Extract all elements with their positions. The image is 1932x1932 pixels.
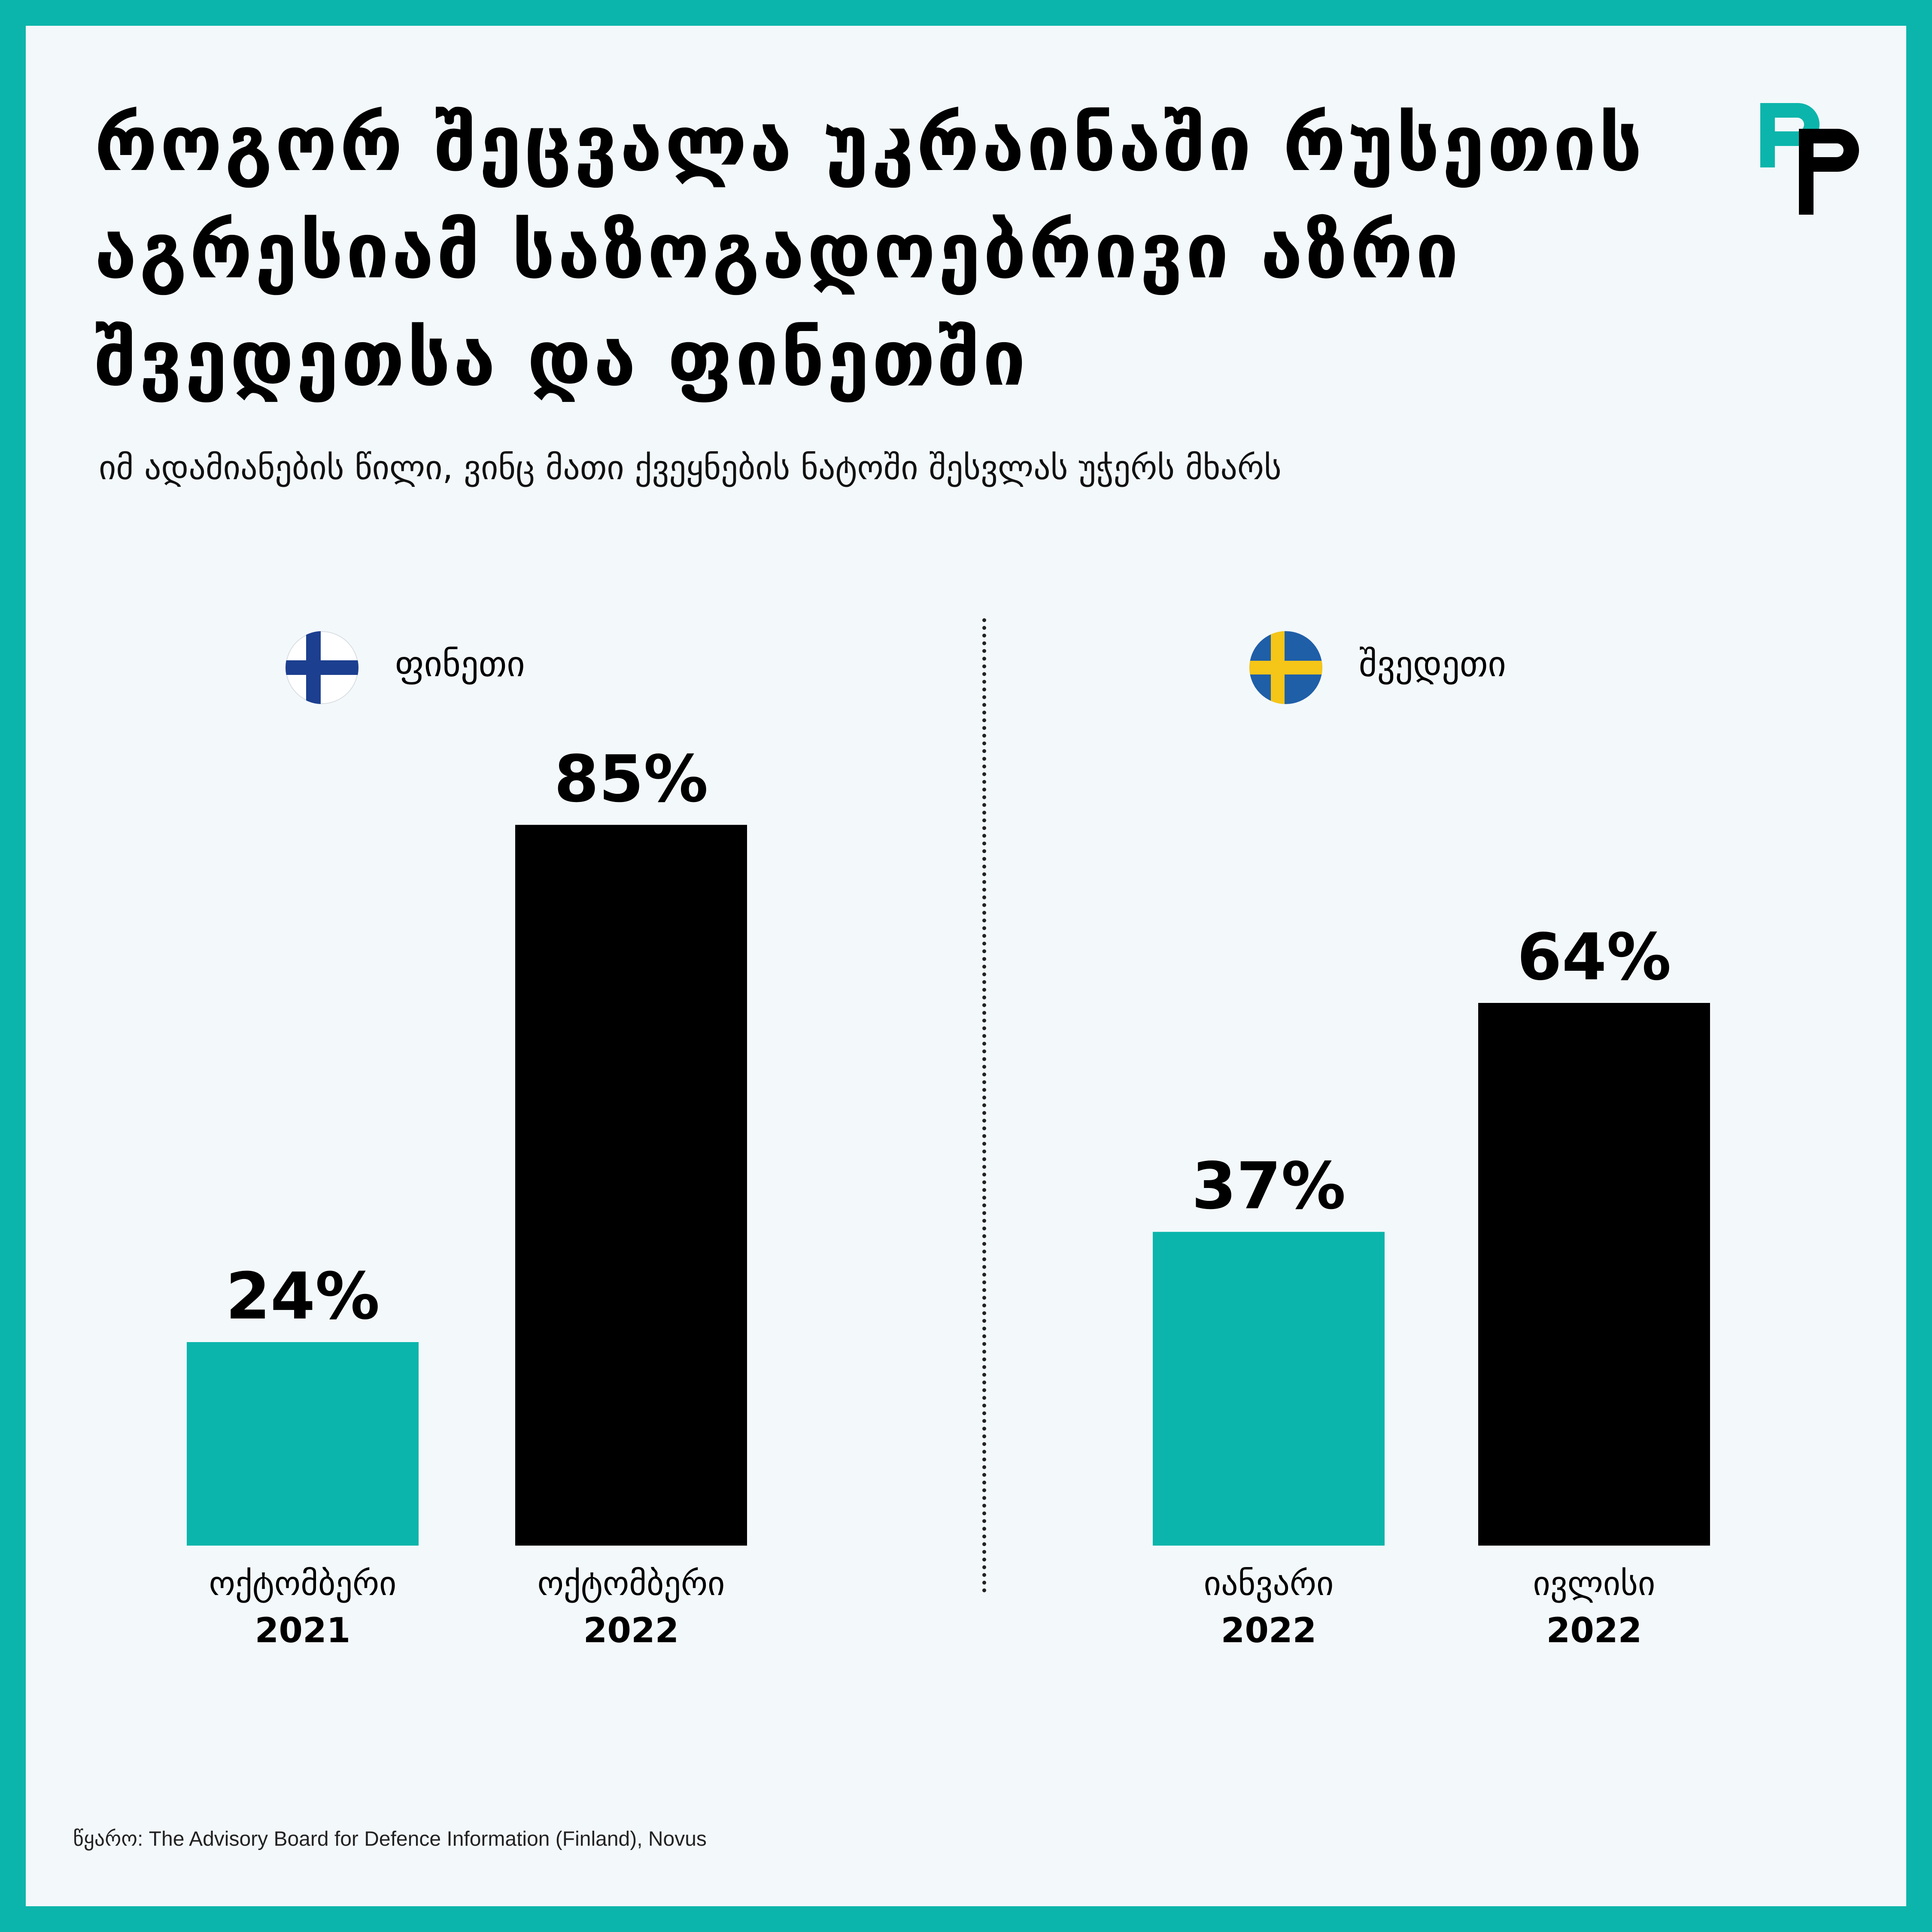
country-label-sweden: შვედეთი	[1359, 644, 1506, 685]
bar-0-0	[187, 1342, 419, 1546]
data-label-1-0: 37%	[1191, 1149, 1346, 1224]
brand-logo	[1760, 103, 1859, 215]
title-line-3: შვედეთსა და ფინეთში	[94, 314, 1028, 403]
bar-0-1	[515, 825, 747, 1546]
tick-label-year-1-1: 2022	[1546, 1610, 1642, 1650]
sweden-flag-icon	[1249, 631, 1322, 704]
tick-label-year-1-0: 2022	[1221, 1610, 1317, 1650]
data-label-0-0: 24%	[225, 1259, 380, 1334]
chart-subtitle: იმ ადამიანების წილი, ვინც მათი ქვეყნების…	[99, 449, 1282, 487]
title-line-2: აგრესიამ საზოგადოებრივი აზრი	[94, 207, 1461, 295]
data-label-1-1: 64%	[1517, 920, 1671, 995]
section-divider	[982, 618, 986, 1593]
tick-label-month-1-1: ივლისი	[1533, 1564, 1656, 1603]
page-title: როგორ შეცვალა უკრაინაში რუსეთის აგრესიამ…	[94, 90, 1683, 412]
tick-label-year-0-1: 2022	[583, 1610, 679, 1650]
infographic-frame: როგორ შეცვალა უკრაინაში რუსეთის აგრესიამ…	[26, 26, 1906, 1906]
tick-label-year-0-0: 2021	[255, 1610, 351, 1650]
finland-flag-icon	[286, 631, 358, 704]
title-line-1: როგორ შეცვალა უკრაინაში რუსეთის	[94, 99, 1645, 188]
bar-1-1	[1478, 1003, 1710, 1546]
country-label-finland: ფინეთი	[395, 644, 525, 685]
bar-charts: 24% ოქტომბერი 2021 85% ოქტომბერი 2022 37% იანვა…	[187, 742, 1710, 1650]
tick-label-month-0-1: ოქტომბერი	[538, 1564, 725, 1603]
tick-label-month-0-0: ოქტომბერი	[209, 1564, 397, 1603]
data-label-0-1: 85%	[554, 742, 708, 817]
tick-label-month-1-0: იანვარი	[1204, 1564, 1334, 1603]
bar-1-0	[1153, 1232, 1385, 1546]
source-note: წყარო: The Advisory Board for Defence In…	[73, 1828, 707, 1850]
